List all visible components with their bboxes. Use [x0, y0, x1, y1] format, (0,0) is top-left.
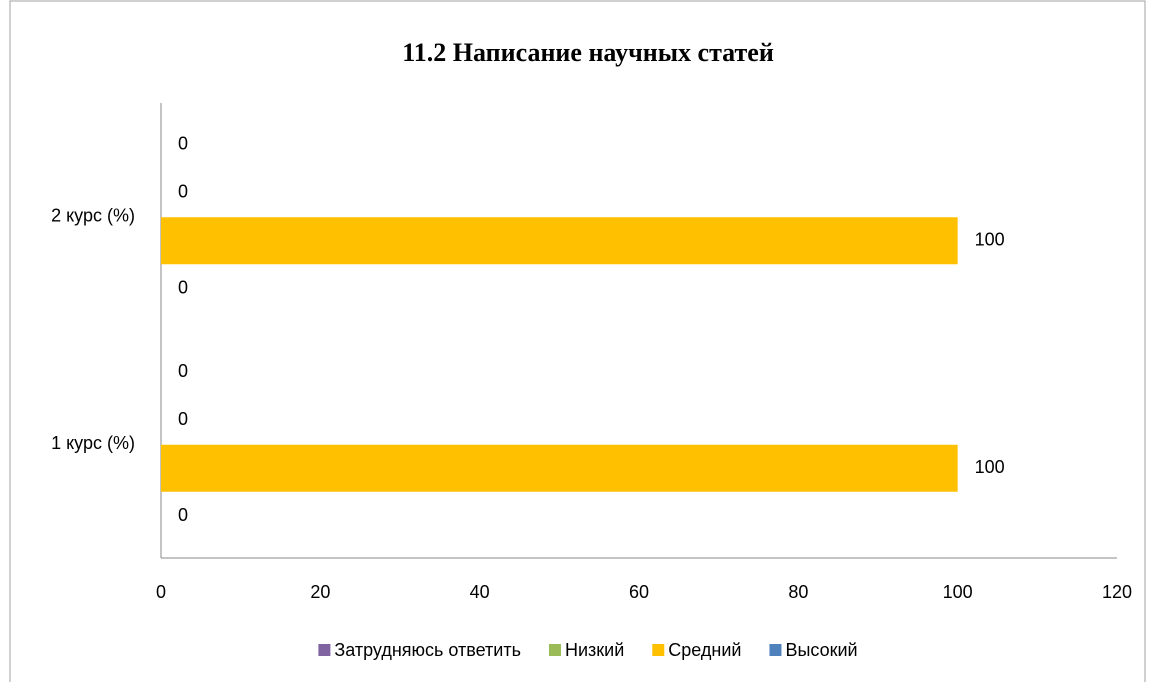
legend-swatch: [318, 644, 331, 656]
legend-swatch: [652, 644, 665, 656]
legend-swatch: [548, 644, 561, 656]
legend-label: Затрудняюсь ответить: [334, 640, 521, 660]
data-label: 0: [178, 182, 188, 202]
y-tick-label: 2 курс (%): [51, 206, 135, 226]
bar: [161, 444, 958, 492]
x-tick-label: 120: [1102, 582, 1132, 602]
data-label: 0: [178, 278, 188, 298]
x-tick-label: 80: [788, 582, 808, 602]
legend-label: Низкий: [565, 640, 624, 660]
data-label: 100: [975, 457, 1005, 477]
x-tick-label: 40: [470, 582, 490, 602]
data-label: 0: [178, 409, 188, 429]
data-label: 0: [178, 361, 188, 381]
chart-title: 11.2 Написание научных статей: [402, 38, 774, 67]
x-tick-label: 20: [310, 582, 330, 602]
data-label: 0: [178, 134, 188, 154]
chart-frame: [9, 0, 1146, 682]
x-tick-label: 60: [629, 582, 649, 602]
x-tick-label: 0: [156, 582, 166, 602]
legend-label: Высокий: [785, 640, 857, 660]
bar: [161, 217, 958, 265]
x-tick-label: 100: [943, 582, 973, 602]
y-tick-label: 1 курс (%): [51, 433, 135, 453]
data-label: 100: [975, 230, 1005, 250]
legend-swatch: [769, 644, 782, 656]
data-label: 0: [178, 505, 188, 525]
legend-label: Средний: [668, 640, 741, 660]
